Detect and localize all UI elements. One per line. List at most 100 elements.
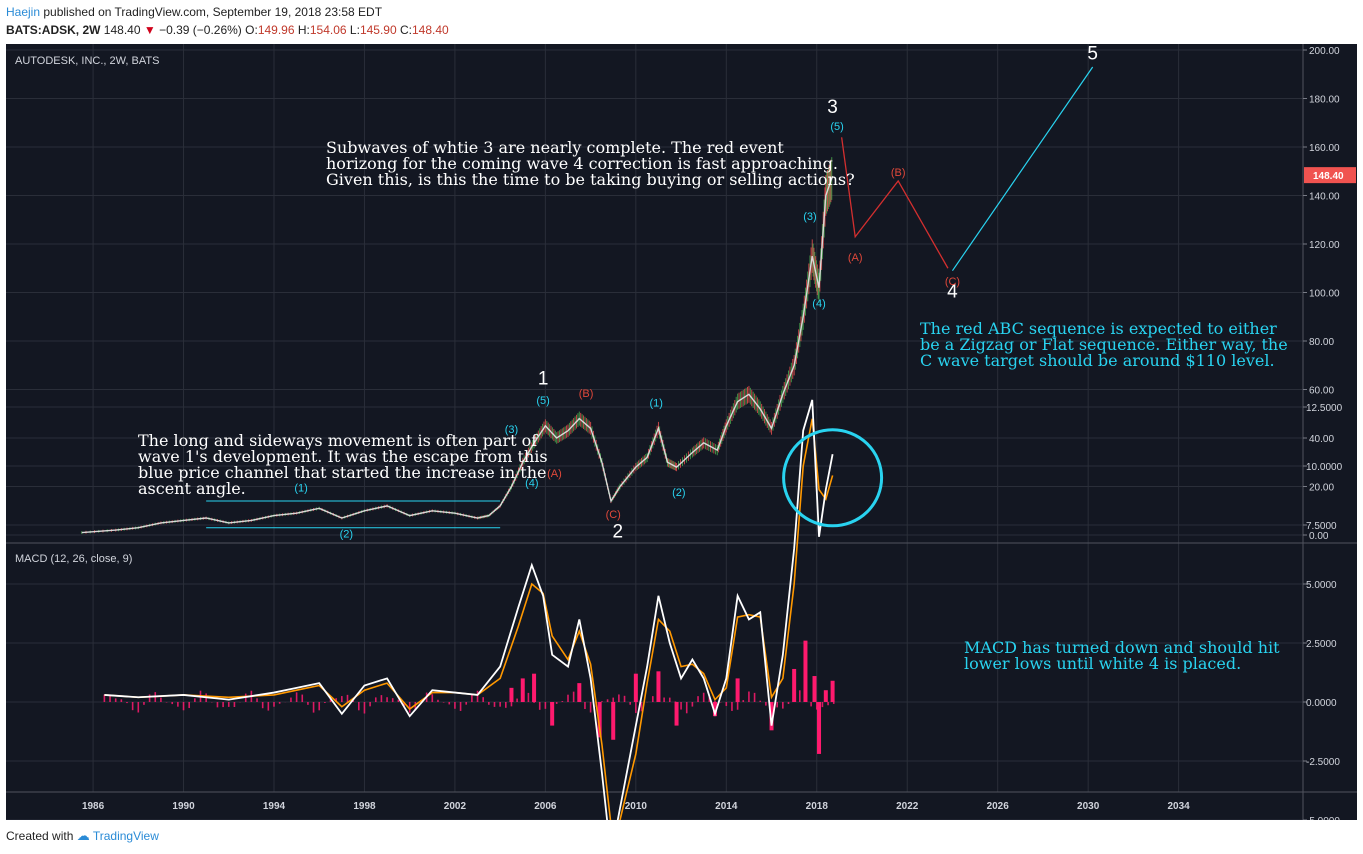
macd-histogram-bar bbox=[799, 690, 801, 702]
macd-histogram-bar bbox=[623, 695, 626, 702]
macd-histogram-bar bbox=[742, 700, 745, 702]
last-price: 148.40 bbox=[103, 23, 141, 37]
macd-histogram-bar bbox=[227, 702, 230, 707]
macd-histogram-bar bbox=[674, 701, 677, 702]
macd-histogram-bar bbox=[346, 694, 349, 702]
macd-histogram-bar bbox=[233, 702, 236, 708]
time-axis-label: 1998 bbox=[353, 801, 376, 812]
macd-axis-label: 0.0000 bbox=[1306, 698, 1337, 709]
wave-label-minor: (C) bbox=[606, 509, 621, 521]
wave-label-minor: (B) bbox=[891, 167, 906, 179]
macd-histogram-bar bbox=[403, 702, 405, 707]
macd-histogram-bar bbox=[793, 694, 795, 702]
chart-container[interactable]: 200.00 180.00 160.00 140.00 120.00 100.00 80.0… bbox=[6, 44, 1357, 820]
macd-histogram-bar bbox=[656, 671, 661, 702]
macd-axis-label: 10.0000 bbox=[1306, 462, 1343, 473]
macd-histogram-bar bbox=[261, 702, 264, 709]
macd-axis-label: 2.5000 bbox=[1306, 639, 1337, 650]
wave5-projection-path bbox=[951, 66, 1094, 272]
macd-histogram-bar bbox=[137, 702, 140, 713]
price-axis-label: 0.00 bbox=[1309, 531, 1329, 542]
price-axis-label: 160.00 bbox=[1309, 143, 1340, 154]
macd-histogram-bar bbox=[131, 702, 134, 711]
macd-histogram-bar bbox=[188, 702, 190, 709]
macd-histogram-bar bbox=[516, 698, 518, 702]
macd-histogram-bar bbox=[567, 694, 569, 702]
price-axis-label: 120.00 bbox=[1309, 240, 1340, 251]
macd-histogram-bar bbox=[509, 687, 514, 702]
time-axis-label: 2002 bbox=[444, 801, 467, 812]
wave-label-major: 5 bbox=[1087, 44, 1098, 65]
annotation-note: Subwaves of whtie 3 are nearly complete.… bbox=[326, 138, 855, 189]
time-axis-label: 1994 bbox=[263, 801, 286, 812]
macd-histogram-bar bbox=[712, 702, 717, 717]
macd-histogram-bar bbox=[324, 702, 326, 703]
macd-histogram-bar bbox=[663, 697, 665, 702]
macd-annotation-text: lower lows until white 4 is placed. bbox=[964, 654, 1241, 673]
author-link[interactable]: Haejin bbox=[6, 5, 41, 19]
macd-histogram-bar bbox=[550, 702, 552, 706]
macd-histogram-bar bbox=[414, 702, 417, 711]
macd-histogram-bar bbox=[691, 702, 694, 707]
symbol-line: BATS:ADSK, 2W 148.40 ▼ −0.39 (−0.26%) O:… bbox=[6, 22, 449, 39]
macd-histogram-bar bbox=[735, 678, 740, 702]
macd-histogram-bar bbox=[532, 673, 537, 702]
tradingview-logo-icon: ☁ bbox=[76, 828, 90, 843]
macd-histogram-bar bbox=[369, 702, 371, 707]
time-axis-label: 1990 bbox=[172, 801, 195, 812]
macd-histogram-bar bbox=[680, 702, 682, 710]
publish-info: published on TradingView.com, September … bbox=[40, 5, 383, 19]
macd-histogram-bar bbox=[782, 702, 784, 709]
macd-histogram-bar bbox=[606, 699, 609, 702]
annotation-text: Subwaves of whtie 3 are nearly complete.… bbox=[326, 138, 784, 157]
wave-label-minor: (1) bbox=[649, 397, 662, 409]
macd-histogram-bar bbox=[341, 696, 343, 702]
macd-histogram-bar bbox=[550, 702, 555, 726]
macd-histogram-bar bbox=[697, 696, 699, 702]
macd-histogram-bar bbox=[725, 702, 728, 706]
macd-histogram-bar bbox=[657, 696, 660, 702]
chart-canvas[interactable]: 200.00180.00160.00140.00120.00100.0080.0… bbox=[6, 44, 1357, 820]
macd-histogram-bar bbox=[510, 702, 513, 707]
price-axis-label: 200.00 bbox=[1309, 46, 1340, 57]
macd-histogram-bar bbox=[817, 702, 822, 754]
tradingview-link[interactable]: TradingView bbox=[92, 829, 159, 843]
macd-histogram-bar bbox=[114, 698, 117, 702]
macd-histogram-bar bbox=[476, 690, 479, 702]
macd-histogram-bar bbox=[256, 698, 258, 702]
wave-label-minor: (4) bbox=[525, 478, 538, 490]
macd-axis-label: -5.0000 bbox=[1306, 816, 1340, 820]
wave-label-minor: (2) bbox=[340, 528, 353, 540]
annotation-note: The red ABC sequence is expected to eith… bbox=[920, 319, 1288, 370]
last-price-label: 148.40 bbox=[1313, 171, 1344, 182]
low-value: 145.90 bbox=[359, 23, 397, 37]
macd-histogram-bar bbox=[584, 702, 586, 709]
open-label: O: bbox=[245, 23, 258, 37]
annotation-text: The long and sideways movement is often … bbox=[138, 431, 538, 450]
footer: Created with ☁ TradingView bbox=[6, 828, 159, 844]
macd-histogram-bar bbox=[493, 702, 496, 707]
macd-histogram-bar bbox=[759, 700, 762, 702]
macd-histogram-bar bbox=[589, 702, 592, 713]
time-axis-label: 2030 bbox=[1077, 801, 1100, 812]
publish-header: Haejin published on TradingView.com, Sep… bbox=[6, 4, 382, 21]
annotation-text: wave 1's development. It was the escape … bbox=[138, 447, 548, 466]
macd-histogram-bar bbox=[618, 694, 620, 702]
annotation-text: ascent angle. bbox=[138, 479, 246, 498]
macd-histogram-bar bbox=[612, 697, 615, 702]
macd-histogram-bar bbox=[674, 702, 679, 726]
macd-histogram-bar bbox=[301, 694, 304, 702]
wave-label-major: 3 bbox=[827, 97, 838, 118]
macd-histogram-bar bbox=[770, 702, 773, 707]
price-axis-label: 180.00 bbox=[1309, 95, 1340, 106]
last-price-badge bbox=[1304, 167, 1356, 184]
macd-histogram-bar bbox=[408, 702, 411, 713]
macd-histogram-bar bbox=[307, 702, 309, 705]
macd-histogram-bar bbox=[827, 702, 829, 706]
wave-label-minor: (3) bbox=[803, 211, 816, 223]
macd-histogram-bar bbox=[668, 697, 671, 702]
macd-histogram-bar bbox=[765, 702, 767, 706]
open-value: 149.96 bbox=[257, 23, 295, 37]
macd-histogram-bar bbox=[787, 702, 790, 704]
macd-histogram-bar bbox=[792, 668, 797, 702]
